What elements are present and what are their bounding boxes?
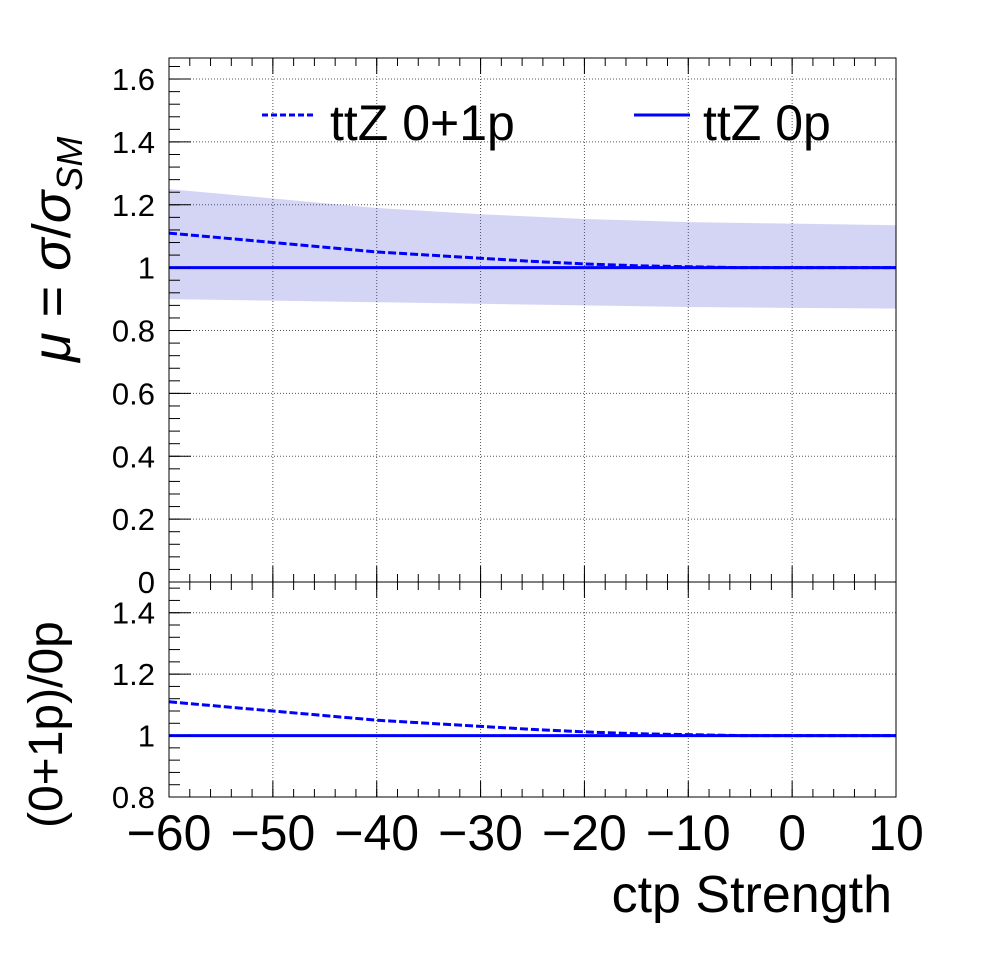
x-tick-label-1: −50 [230, 805, 315, 861]
y-tick-label-5: 1 [138, 251, 155, 286]
y-tick-label-0: 0.8 [112, 780, 155, 815]
main-tick-labels: 0 0.2 0.4 0.6 0.8 1 1.2 1.4 1.6 [112, 62, 155, 600]
mu-symbol: μ [22, 332, 82, 364]
main-y-axis-title: μ = σ/σSM [22, 137, 90, 364]
equals-sign: = [22, 271, 82, 333]
sm-subscript: SM [49, 137, 90, 191]
y-tick-label-8: 1.6 [112, 62, 155, 97]
ratio-series [168, 700, 896, 738]
y-tick-label-3: 1.4 [112, 596, 155, 631]
y-tick-label-6: 1.2 [112, 188, 155, 223]
ratio-tick-labels: 0.8 1 1.2 1.4 [112, 596, 155, 815]
ratio-frame [168, 581, 897, 798]
slash: / [22, 223, 82, 238]
x-tick-labels: −60 −50 −40 −30 −20 −10 0 10 [127, 805, 924, 861]
x-tick-label-4: −20 [542, 805, 627, 861]
y-tick-label-0: 0 [138, 565, 155, 600]
y-tick-label-3: 0.6 [112, 376, 155, 411]
y-tick-label-1: 1 [138, 719, 155, 754]
ratio-y-axis-title: (0+1p)/0p [20, 621, 73, 828]
y-tick-label-4: 0.8 [112, 314, 155, 349]
ratio-panel: 0.8 1 1.2 1.4 −60 −50 −40 −30 −20 −10 0 10 (0+1p)/… [20, 581, 924, 924]
sigma-sm-symbol: σ [22, 188, 82, 223]
uncertainty-band [169, 189, 896, 309]
legend: ttZ 0+1p ttZ 0p [262, 95, 831, 151]
y-tick-label-2: 0.4 [112, 439, 155, 474]
main-series [168, 231, 896, 270]
x-tick-label-7: 10 [868, 805, 924, 861]
y-tick-label-7: 1.4 [112, 125, 155, 160]
y-tick-label-1: 0.2 [112, 502, 155, 537]
x-axis-title: ctp Strength [612, 866, 892, 924]
x-tick-label-6: 0 [778, 805, 806, 861]
x-tick-label-2: −40 [334, 805, 419, 861]
ratio-ticks [168, 582, 897, 798]
legend-label-0: ttZ 0+1p [330, 95, 515, 151]
y-tick-label-2: 1.2 [112, 657, 155, 692]
x-tick-label-5: −10 [646, 805, 731, 861]
sigma-symbol: σ [22, 236, 82, 271]
x-tick-label-0: −60 [127, 805, 212, 861]
x-tick-label-3: −30 [438, 805, 523, 861]
legend-label-1: ttZ 0p [703, 95, 831, 151]
